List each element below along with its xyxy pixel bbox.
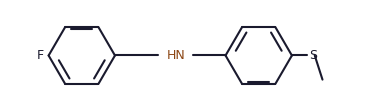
Text: F: F <box>37 49 44 62</box>
Text: HN: HN <box>166 49 185 62</box>
Text: S: S <box>310 49 317 62</box>
